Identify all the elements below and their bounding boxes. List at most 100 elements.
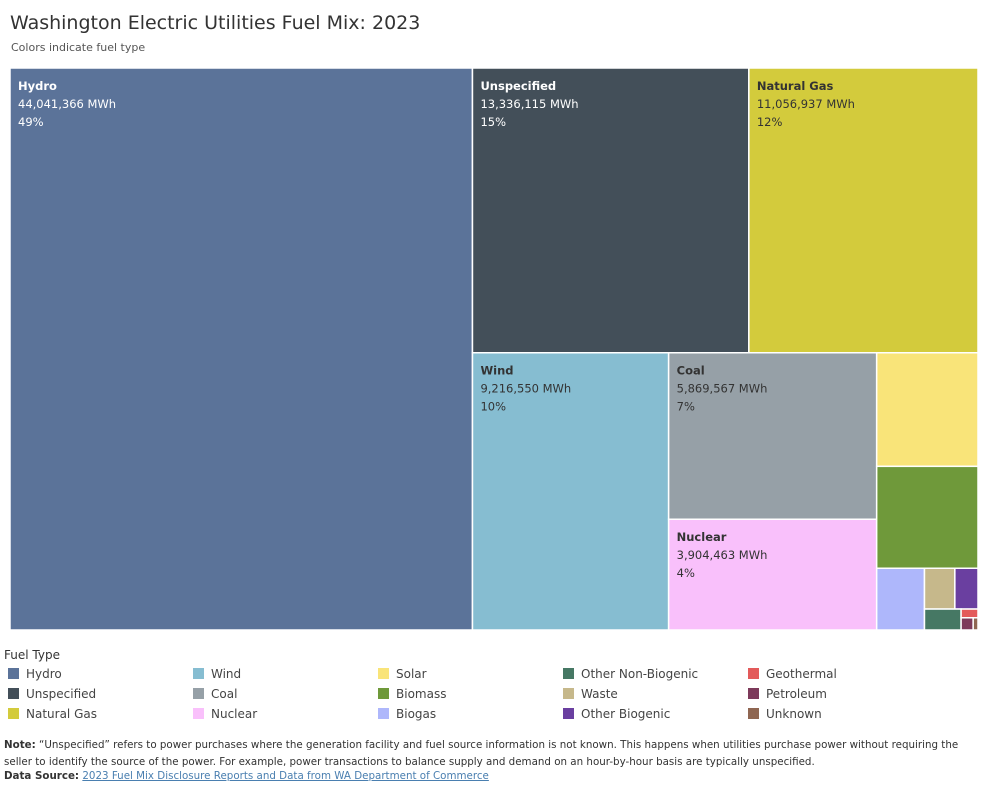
legend-swatch [193, 688, 204, 699]
legend-swatch [378, 688, 389, 699]
treemap-cell-coal[interactable]: Coal 5,869,567 MWh 7% [667, 351, 878, 520]
legend-item-other-non-biogenic[interactable]: Other Non-Biogenic [563, 667, 698, 681]
treemap-label-hydro-pct-label: 49% [18, 115, 44, 129]
legend-item-coal[interactable]: Coal [193, 687, 237, 701]
treemap-cell-hydro[interactable]: Hydro 44,041,366 MWh 49% [9, 67, 474, 631]
treemap-rect-solar[interactable] [875, 351, 979, 468]
legend-item-nuclear[interactable]: Nuclear [193, 707, 257, 721]
legend-item-other-biogenic[interactable]: Other Biogenic [563, 707, 670, 721]
legend-item-geothermal[interactable]: Geothermal [748, 667, 837, 681]
treemap-rect-wind[interactable] [471, 351, 670, 631]
treemap-rect-unknown[interactable] [972, 617, 979, 631]
treemap-cell-biogas[interactable] [875, 567, 926, 631]
treemap-label-wind-value-label: 9,216,550 MWh [480, 382, 571, 396]
legend-label: Waste [581, 687, 618, 701]
legend-swatch [8, 708, 19, 719]
legend-item-waste[interactable]: Waste [563, 687, 618, 701]
treemap-cell-biomass[interactable] [875, 465, 979, 570]
legend-label: Hydro [26, 667, 62, 681]
chart-title: Washington Electric Utilities Fuel Mix: … [10, 12, 421, 34]
treemap-rect-geothermal[interactable] [960, 608, 979, 619]
treemap-cell-other-biogenic[interactable] [954, 567, 979, 610]
legend-swatch [378, 668, 389, 679]
legend-swatch [193, 708, 204, 719]
legend-item-petroleum[interactable]: Petroleum [748, 687, 827, 701]
note-label: Note: [4, 739, 36, 751]
treemap-label-coal-pct-label: 7% [677, 400, 695, 414]
treemap-rect-natural-gas[interactable] [748, 67, 979, 354]
treemap-label-nuclear-name: Nuclear [677, 530, 727, 544]
legend-item-hydro[interactable]: Hydro [8, 667, 62, 681]
treemap-cell-geothermal[interactable] [960, 608, 979, 619]
source-link[interactable]: 2023 Fuel Mix Disclosure Reports and Dat… [82, 770, 489, 782]
legend-label: Geothermal [766, 667, 837, 681]
legend-label: Biogas [396, 707, 437, 721]
legend-label: Unknown [766, 707, 822, 721]
treemap-label-wind-pct-label: 10% [480, 400, 506, 414]
chart-subtitle: Colors indicate fuel type [11, 41, 146, 54]
legend-swatch [563, 708, 574, 719]
legend-label: Other Non-Biogenic [581, 667, 699, 681]
legend-item-unspecified[interactable]: Unspecified [8, 687, 96, 701]
data-source: Data Source: 2023 Fuel Mix Disclosure Re… [4, 770, 489, 782]
legend-title: Fuel Type [4, 648, 60, 662]
treemap-label-hydro-value-label: 44,041,366 MWh [18, 97, 116, 111]
treemap-rect-other-non-biogenic[interactable] [923, 608, 962, 631]
treemap-cell-waste[interactable] [923, 567, 956, 610]
treemap-rect-biogas[interactable] [875, 567, 926, 631]
legend-label: Natural Gas [26, 707, 97, 721]
source-label: Data Source: [4, 770, 80, 782]
treemap-label-unspecified-value-label: 13,336,115 MWh [480, 97, 578, 111]
legend-item-unknown[interactable]: Unknown [748, 707, 822, 721]
treemap-cell-unknown[interactable] [972, 617, 979, 631]
treemap-rect-nuclear[interactable] [667, 518, 878, 631]
legend-swatch [748, 688, 759, 699]
treemap-cell-unspecified[interactable]: Unspecified 13,336,115 MWh 15% [471, 67, 750, 354]
legend-swatch [748, 708, 759, 719]
legend-label: Coal [211, 687, 238, 701]
treemap-label-natural-gas-pct-label: 12% [757, 115, 783, 129]
treemap-label-natural-gas-value-label: 11,056,937 MWh [757, 97, 855, 111]
treemap-label-unspecified-pct-label: 15% [480, 115, 506, 129]
treemap-label-nuclear-pct-label: 4% [677, 566, 695, 580]
legend-swatch [378, 708, 389, 719]
legend-item-natural-gas[interactable]: Natural Gas [8, 707, 97, 721]
footnote: Note: “Unspecified” refers to power purc… [4, 737, 979, 770]
treemap-rect-biomass[interactable] [875, 465, 979, 570]
treemap-label-nuclear-value-label: 3,904,463 MWh [677, 548, 768, 562]
treemap-label-coal-value-label: 5,869,567 MWh [677, 382, 768, 396]
treemap-cell-petroleum[interactable] [960, 617, 974, 631]
treemap-cell-natural-gas[interactable]: Natural Gas 11,056,937 MWh 12% [748, 67, 979, 354]
legend-swatch [8, 688, 19, 699]
treemap-rect-waste[interactable] [923, 567, 956, 610]
treemap-label-unspecified-name: Unspecified [480, 79, 556, 93]
treemap-label-natural-gas-name: Natural Gas [757, 79, 834, 93]
treemap-cell-other-non-biogenic[interactable] [923, 608, 962, 631]
legend-item-biogas[interactable]: Biogas [378, 707, 436, 721]
legend-swatch [563, 688, 574, 699]
treemap-rect-unspecified[interactable] [471, 67, 750, 354]
legend-label: Nuclear [211, 707, 258, 721]
legend-item-solar[interactable]: Solar [378, 667, 427, 681]
legend-swatch [748, 668, 759, 679]
note-text: “Unspecified” refers to power purchases … [4, 739, 959, 768]
treemap-cell-wind[interactable]: Wind 9,216,550 MWh 10% [471, 351, 670, 631]
treemap-rect-petroleum[interactable] [960, 617, 974, 631]
treemap-rect-other-biogenic[interactable] [954, 567, 979, 610]
treemap-cell-nuclear[interactable]: Nuclear 3,904,463 MWh 4% [667, 518, 878, 631]
legend-item-wind[interactable]: Wind [193, 667, 241, 681]
legend-label: Other Biogenic [581, 707, 671, 721]
legend-swatch [8, 668, 19, 679]
treemap-label-hydro-name: Hydro [18, 79, 57, 93]
treemap-label-wind-name: Wind [480, 364, 513, 378]
treemap-cell-solar[interactable] [875, 351, 979, 468]
legend-label: Petroleum [766, 687, 827, 701]
treemap-chart: Hydro 44,041,366 MWh 49% Unspecified 13,336,… [9, 67, 979, 631]
treemap-rect-coal[interactable] [667, 351, 878, 520]
legend-item-biomass[interactable]: Biomass [378, 687, 446, 701]
treemap-label-coal-name: Coal [677, 364, 705, 378]
legend-label: Solar [396, 667, 427, 681]
treemap-rect-hydro[interactable] [9, 67, 474, 631]
legend-swatch [193, 668, 204, 679]
legend-label: Wind [211, 667, 242, 681]
